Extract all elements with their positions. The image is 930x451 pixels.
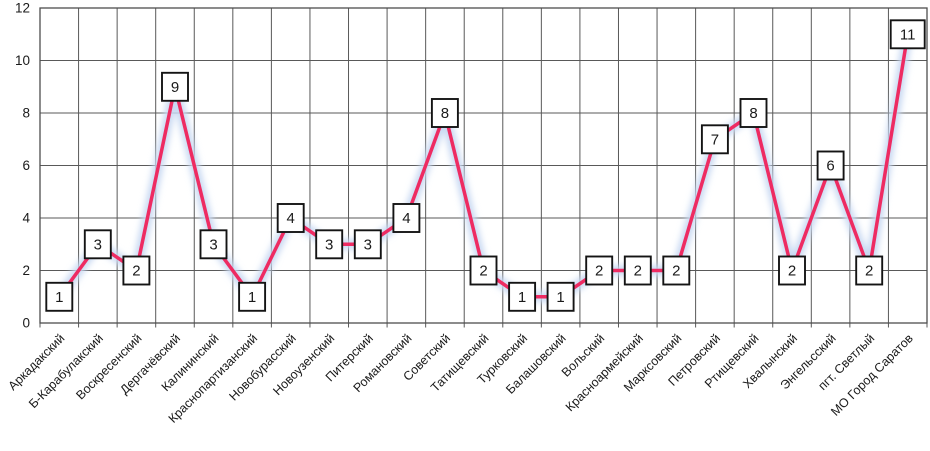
y-axis-label: 12 [15,1,30,16]
svg-text:3: 3 [364,236,372,253]
svg-text:2: 2 [595,263,603,280]
data-label: 1 [546,281,575,312]
y-axis-label: 2 [22,263,30,278]
svg-text:3: 3 [94,236,102,253]
y-axis-label: 4 [22,211,30,226]
data-label: 2 [122,255,151,286]
data-label: 2 [855,255,884,286]
svg-text:2: 2 [865,263,873,280]
data-label: 4 [276,203,305,233]
svg-text:1: 1 [518,289,526,306]
data-label: 1 [45,281,74,312]
data-label: 3 [353,229,382,260]
data-label: 3 [315,229,344,260]
y-axis-label: 6 [22,158,30,173]
data-label: 7 [700,124,729,155]
data-label: 3 [199,229,228,260]
data-label: 2 [469,255,498,286]
data-label: 9 [161,71,189,102]
svg-text:3: 3 [325,236,333,253]
data-label: 1 [238,281,267,312]
svg-text:8: 8 [749,105,757,122]
y-axis-label: 8 [22,106,30,121]
svg-text:7: 7 [711,131,719,148]
data-label: 8 [430,98,459,128]
svg-text:1: 1 [55,289,63,306]
svg-text:2: 2 [634,263,642,280]
data-label: 6 [816,150,845,181]
data-label: 4 [392,203,421,233]
data-label: 2 [778,255,806,286]
data-label: 2 [662,255,691,286]
svg-text:6: 6 [826,158,834,175]
data-label: 11 [889,19,926,50]
y-axis-label: 10 [15,53,30,68]
svg-text:2: 2 [132,263,140,280]
data-label: 2 [623,255,652,286]
svg-text:3: 3 [209,236,217,253]
svg-text:2: 2 [479,263,487,280]
data-label: 3 [83,229,112,260]
y-axis-label: 0 [22,316,30,331]
svg-text:4: 4 [402,210,410,227]
svg-text:1: 1 [248,289,256,306]
svg-text:2: 2 [788,263,796,280]
svg-text:9: 9 [171,79,179,96]
svg-text:8: 8 [441,105,449,122]
svg-text:1: 1 [556,289,564,306]
plot-border [39,7,928,324]
data-label: 8 [739,98,768,128]
svg-text:11: 11 [900,26,916,43]
svg-text:2: 2 [672,263,680,280]
data-label: 1 [508,281,537,312]
svg-text:4: 4 [287,210,295,227]
data-label: 2 [585,255,614,286]
x-axis-label: Новобурасский [227,331,299,403]
